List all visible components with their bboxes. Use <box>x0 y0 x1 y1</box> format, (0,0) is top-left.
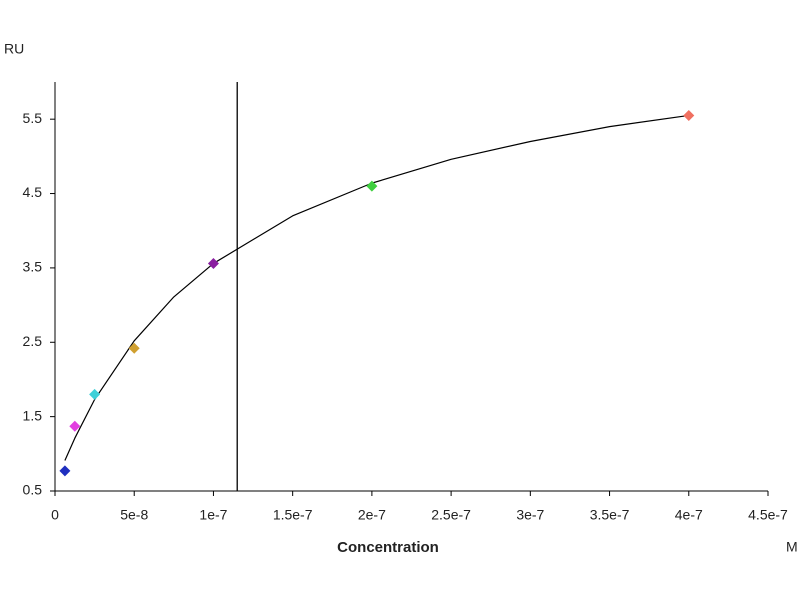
x-axis-unit: M <box>786 539 798 555</box>
data-point <box>683 109 695 121</box>
x-tick-label: 1.5e-7 <box>273 507 313 523</box>
x-tick-label: 4e-7 <box>675 507 703 523</box>
data-point <box>366 180 378 192</box>
x-tick-label: 2.5e-7 <box>431 507 471 523</box>
y-tick-label: 0.5 <box>23 482 43 498</box>
x-tick-label: 3.5e-7 <box>590 507 630 523</box>
data-point <box>207 257 219 269</box>
y-tick-label: 1.5 <box>23 407 43 423</box>
data-point <box>69 420 81 432</box>
x-tick-label: 2e-7 <box>358 507 386 523</box>
y-tick-label: 5.5 <box>23 110 43 126</box>
y-axis-label: RU <box>4 41 24 57</box>
data-point <box>128 342 140 354</box>
y-tick-label: 3.5 <box>23 259 43 275</box>
data-point <box>89 388 101 400</box>
x-axis-label: Concentration <box>337 539 439 556</box>
x-tick-label: 1e-7 <box>199 507 227 523</box>
y-tick-label: 4.5 <box>23 184 43 200</box>
fit-curve <box>64 114 689 461</box>
x-tick-label: 3e-7 <box>516 507 544 523</box>
x-tick-label: 4.5e-7 <box>748 507 788 523</box>
y-tick-label: 2.5 <box>23 333 43 349</box>
data-point <box>59 465 71 477</box>
x-tick-label: 0 <box>51 507 59 523</box>
x-tick-label: 5e-8 <box>120 507 148 523</box>
